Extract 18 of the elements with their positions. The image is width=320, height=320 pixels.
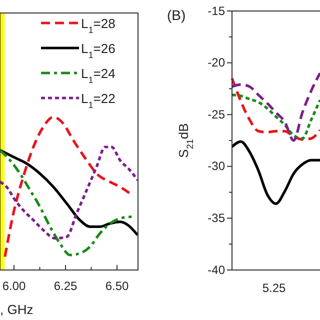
y-tick-label: -35: [208, 211, 226, 226]
x-tick-label: 6.50: [105, 278, 129, 293]
legend-label: L$_{1}$=24: [81, 66, 116, 85]
chart-title: (B): [167, 7, 186, 23]
legend-label: L$_{1}$=26: [81, 41, 116, 60]
line-series: [230, 140, 320, 205]
x-tick-label: 6.25: [54, 278, 78, 293]
line-series: [230, 94, 320, 140]
y-tick-label: -30: [208, 159, 226, 174]
x-axis-title: , GHz: [0, 302, 34, 317]
text: 5.25: [262, 281, 286, 295]
x-tick-label: 6.00: [2, 278, 26, 293]
y-tick-label: -20: [208, 56, 226, 70]
y-tick-label: -40: [208, 262, 226, 277]
legend-label: L$_{1}$=28: [81, 16, 116, 35]
y-tick-label: -25: [208, 107, 226, 122]
y-tick-label: -15: [208, 4, 226, 18]
legend-label: L$_{1}$=22: [81, 91, 116, 110]
